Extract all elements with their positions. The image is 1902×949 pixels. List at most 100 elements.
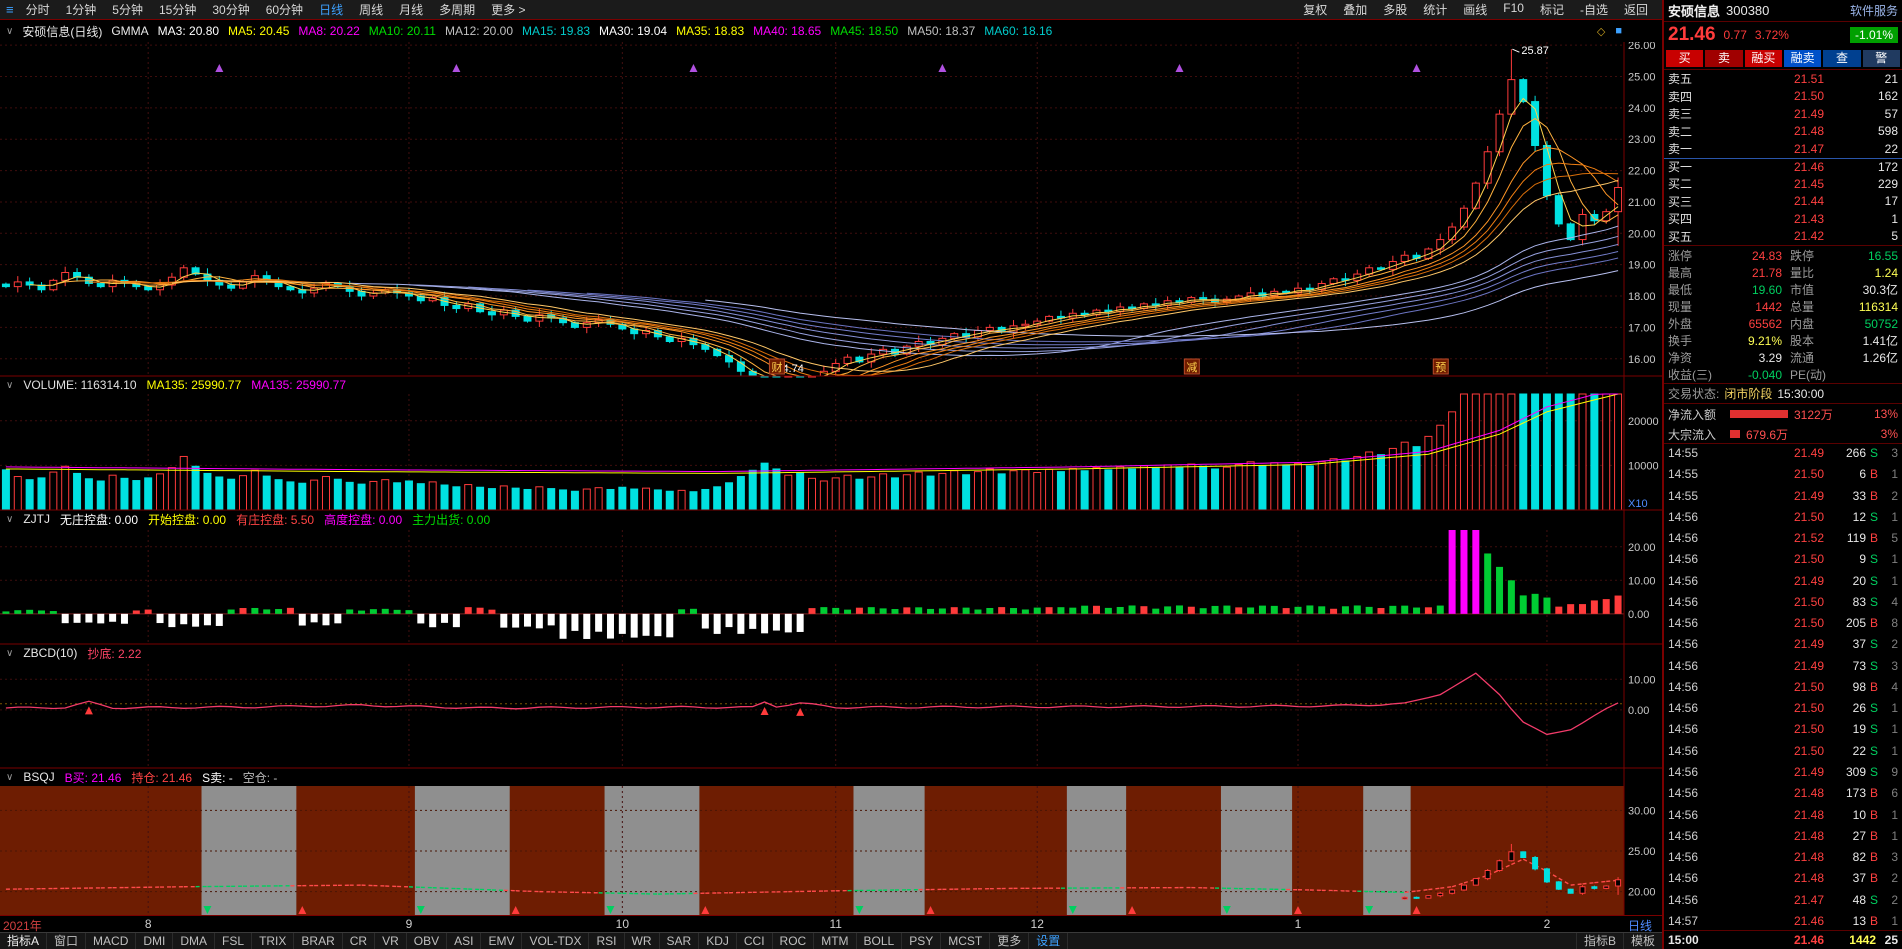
period-tab-6[interactable]: 日线 [319,3,344,17]
indicator-tab-12[interactable]: EMV [481,933,523,949]
tool-tab-5[interactable]: F10 [1503,1,1524,15]
tick-row-22: 14:57 21.46 13 B 1 [1668,914,1898,928]
period-tab-10[interactable]: 更多 > [491,3,526,17]
quote-tab-1[interactable]: 卖 [1705,50,1743,67]
period-tab-2[interactable]: 5分钟 [112,3,143,17]
indicator-tab-1[interactable]: 窗口 [47,933,87,949]
indicator-tab-17[interactable]: KDJ [699,933,737,949]
period-tab-1[interactable]: 1分钟 [65,3,97,17]
period-tab-3[interactable]: 15分钟 [158,3,197,17]
ask-row-4[interactable]: 卖四 21.50 162 [1664,88,1902,106]
indicator-tab-2[interactable]: MACD [86,933,137,949]
tick-volume: 309 [1845,764,1866,779]
ask-row-1[interactable]: 卖一 21.47 22 [1664,140,1902,158]
diamond-icon[interactable]: ◇ [1596,25,1606,38]
bid-row-1[interactable]: 买一 21.46 172 [1664,157,1902,176]
period-tab-8[interactable]: 月线 [399,3,424,17]
quote-tab-0[interactable]: 买 [1666,50,1704,67]
industry-link[interactable]: 软件服务 [1849,4,1898,18]
panel-name: ZBCD(10) [23,646,78,660]
chart-title: 安硕信息(日线) [22,24,103,39]
bid-row-2[interactable]: 买二 21.45 229 [1664,175,1902,193]
period-tab-9[interactable]: 多周期 [439,3,476,17]
bid-row-5[interactable]: 买五 21.42 5 [1664,228,1902,246]
svg-text:10.00: 10.00 [1628,575,1656,587]
ask-row-2[interactable]: 卖二 21.48 598 [1664,123,1902,141]
indicator-tab-6[interactable]: TRIX [252,933,295,949]
tool-tab-0[interactable]: 复权 [1303,3,1328,17]
tool-tab-8[interactable]: 返回 [1623,3,1648,17]
indicator-tab-23[interactable]: MCST [941,933,991,949]
collapse-icon[interactable]: ∨ [6,379,14,391]
ask-row-5[interactable]: 卖五 21.51 21 [1664,70,1902,88]
tick-flag: S [1869,892,1878,907]
bid-row-4[interactable]: 买四 21.43 1 [1664,210,1902,228]
collapse-icon[interactable]: ∨ [6,513,14,525]
quote-tab-3[interactable]: 融卖 [1783,50,1822,67]
indicator-tab-right-1[interactable]: 模板 [1622,933,1662,949]
indicator-tab-11[interactable]: ASI [447,933,482,949]
chart-canvas[interactable]: 26.00 25.00 24.00 23.00 22.00 21.00 20.00 19.00… [0,42,1662,916]
tool-tab-7[interactable]: -自选 [1579,3,1608,17]
indicator-tab-16[interactable]: SAR [660,933,700,949]
indicator-tab-13[interactable]: VOL-TDX [522,933,590,949]
quote-tab-2[interactable]: 融买 [1744,50,1782,67]
svg-text:25.00: 25.00 [1628,71,1656,83]
bid-row-3[interactable]: 买三 21.44 17 [1664,193,1902,211]
period-tab-5[interactable]: 60分钟 [265,3,304,17]
indicator-tab-3[interactable]: DMI [136,933,174,949]
tool-tab-2[interactable]: 多股 [1383,3,1408,17]
collapse-icon[interactable]: ∨ [6,647,14,659]
indicator-tab-5[interactable]: FSL [215,933,253,949]
indicator-tab-7[interactable]: BRAR [294,933,343,949]
tick-time: 14:56 [1668,573,1699,588]
indicator-tab-19[interactable]: ROC [773,933,815,949]
indicator-tab-24[interactable]: 更多 [990,933,1030,949]
book-volume: 229 [1877,176,1898,191]
indicator-tab-20[interactable]: MTM [814,933,857,949]
svg-text:17.00: 17.00 [1628,322,1656,334]
period-label[interactable]: 日线 [1628,919,1653,933]
indicator-tab-4[interactable]: DMA [173,933,216,949]
panel-layout-icon[interactable]: ■ [1615,24,1622,37]
month-label-4: 11 [829,917,842,931]
indicator-tab-8[interactable]: CR [343,933,376,949]
ma-label-2: MA8: 20.22 [298,24,360,38]
period-tab-7[interactable]: 周线 [359,3,384,17]
collapse-icon[interactable]: ∨ [6,25,14,37]
ma-label-1: MA5: 20.45 [228,24,290,38]
tick-time: 14:56 [1668,658,1699,673]
tick-volume: 9 [1859,552,1866,567]
indicator-tab-18[interactable]: CCI [737,933,773,949]
menu-icon[interactable]: ≡ [6,2,14,17]
tool-tab-4[interactable]: 画线 [1463,3,1488,17]
book-volume: 21 [1884,71,1898,86]
tick-time: 14:55 [1668,446,1699,460]
indicator-tab-right-0[interactable]: 指标B [1575,933,1623,949]
ask-row-3[interactable]: 卖三 21.49 57 [1664,105,1902,123]
tool-tab-3[interactable]: 统计 [1423,3,1448,17]
indicator-tab-22[interactable]: PSY [902,933,942,949]
period-tab-0[interactable]: 分时 [25,3,50,17]
indicator-tab-15[interactable]: WR [625,933,660,949]
indicator-tab-21[interactable]: BOLL [857,933,903,949]
sector-change-badge[interactable]: -1.01% [1849,27,1898,43]
indicator-tab-0[interactable]: 指标A [0,933,48,949]
indicator-tab-14[interactable]: RSI [589,933,625,949]
tick-price: 21.49 [1793,764,1824,779]
tick-price: 21.48 [1793,786,1824,801]
period-tab-4[interactable]: 30分钟 [212,3,250,17]
quote-tab-4[interactable]: 查 [1823,50,1861,67]
tick-row-7: 14:56 21.50 83 S 4 [1668,595,1898,609]
tool-tab-6[interactable]: 标记 [1539,3,1564,17]
indicator-tab-10[interactable]: OBV [407,933,448,949]
collapse-icon[interactable]: ∨ [6,771,14,783]
quote-tab-5[interactable]: 警 [1862,50,1900,67]
indicator-tab-25[interactable]: 设置 [1029,933,1069,949]
tool-tab-1[interactable]: 叠加 [1343,3,1368,17]
indicator-tab-9[interactable]: VR [375,933,407,949]
tick-volume: 10 [1852,807,1866,822]
bsqj-panel-header: ∨ BSQJ B买: 21.46 持仓: 21.46 S卖: - 空仓: - [0,768,1624,786]
stat-row-3: 现量 1442 总量 116314 [1664,298,1902,315]
tick-volume: 26 [1852,701,1866,716]
